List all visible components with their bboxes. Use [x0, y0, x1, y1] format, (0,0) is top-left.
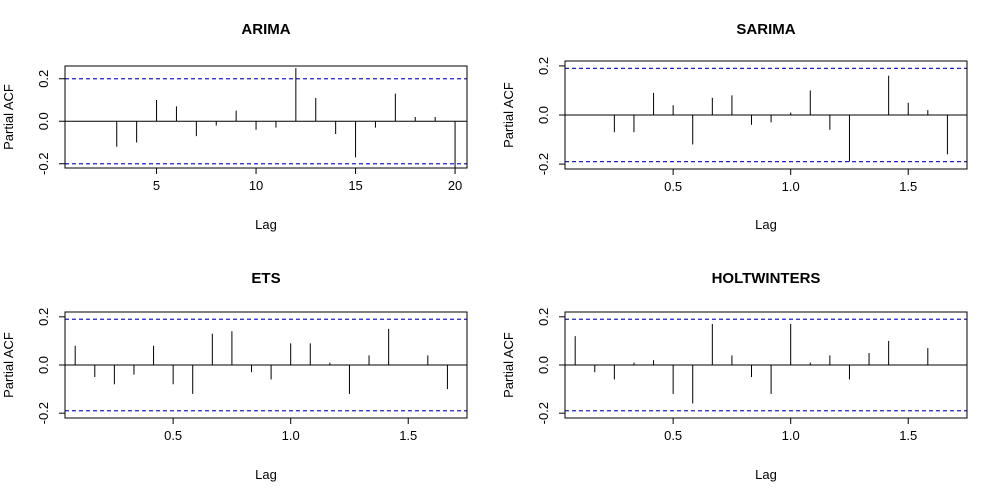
y-tick-label: 0.0: [36, 356, 51, 374]
x-tick-label: 1.5: [899, 428, 917, 443]
y-tick-label: 0.2: [536, 308, 551, 326]
chart-title: ARIMA: [241, 21, 290, 38]
x-axis-label: Lag: [255, 467, 277, 482]
x-tick-label: 0.5: [164, 428, 182, 443]
pacf-panel-ets: ETS 0.5 1.0 1.5 -0.2 0.0 0.2 Lag Partial ACF: [1, 270, 468, 482]
x-tick-label: 0.5: [664, 428, 682, 443]
pacf-panel-arima: ARIMA 5 10 15 20 -0.2 0.0 0.2 Lag Partial ACF: [1, 21, 468, 232]
chart-title: SARIMA: [736, 21, 795, 38]
y-axis-label: Partial ACF: [1, 84, 16, 150]
x-axis-label: Lag: [755, 467, 777, 482]
y-tick-label: 0.0: [36, 112, 51, 130]
chart-title: HOLTWINTERS: [712, 270, 821, 287]
y-tick-label: -0.2: [536, 402, 551, 424]
chart-title: ETS: [251, 270, 280, 287]
x-tick-label: 1.0: [782, 179, 800, 194]
y-axis-label: Partial ACF: [501, 332, 516, 398]
y-axis-label: Partial ACF: [501, 82, 516, 148]
y-tick-label: -0.2: [536, 153, 551, 175]
plot-frame: [64, 65, 468, 169]
y-tick-label: -0.2: [36, 153, 51, 175]
pacf-panel-sarima: SARIMA 0.5 1.0 1.5 -0.2 0.0 0.2 Lag Partial ACF: [501, 21, 968, 232]
x-tick-label: 1.0: [782, 428, 800, 443]
x-tick-label: 0.5: [664, 179, 682, 194]
x-axis-label: Lag: [755, 217, 777, 232]
y-tick-label: 0.2: [36, 70, 51, 88]
y-tick-label: 0.0: [536, 106, 551, 124]
y-axis-label: Partial ACF: [1, 332, 16, 398]
x-tick-label: 15: [348, 178, 362, 193]
x-tick-label: 1.0: [282, 428, 300, 443]
y-tick-label: 0.0: [536, 356, 551, 374]
x-tick-label: 10: [249, 178, 263, 193]
x-axis-label: Lag: [255, 217, 277, 232]
x-tick-label: 5: [153, 178, 160, 193]
pacf-panel-holtwinters: HOLTWINTERS 0.5 1.0 1.5 -0.2 0.0 0.2 Lag Partial…: [501, 270, 968, 482]
x-tick-label: 1.5: [899, 179, 917, 194]
y-tick-label: 0.2: [536, 57, 551, 75]
y-tick-label: -0.2: [36, 402, 51, 424]
y-tick-label: 0.2: [36, 308, 51, 326]
x-tick-label: 1.5: [399, 428, 417, 443]
x-tick-label: 20: [448, 178, 462, 193]
